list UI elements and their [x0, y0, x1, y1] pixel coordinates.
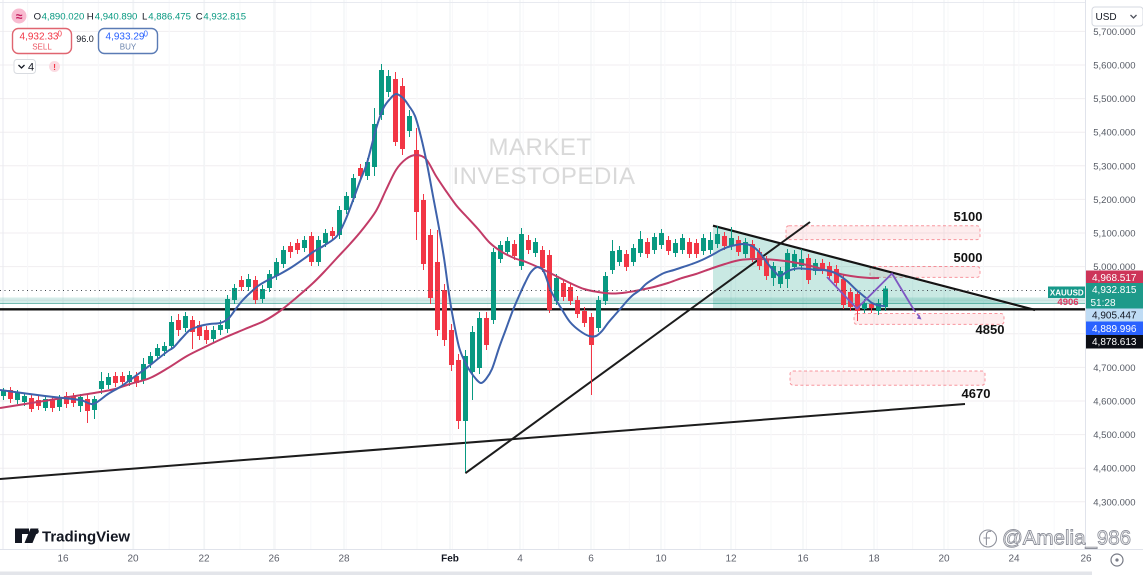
svg-text:16: 16 — [57, 554, 69, 565]
svg-text:18: 18 — [868, 554, 880, 565]
svg-text:5,500.000: 5,500.000 — [1093, 94, 1135, 105]
svg-text:5,300.000: 5,300.000 — [1093, 161, 1135, 172]
svg-text:0: 0 — [58, 30, 63, 39]
svg-text:4906: 4906 — [1057, 297, 1078, 308]
svg-text:28: 28 — [338, 554, 350, 565]
svg-text:12: 12 — [725, 554, 737, 565]
svg-text:4,940.890: 4,940.890 — [95, 11, 138, 22]
svg-text:26: 26 — [1080, 554, 1092, 565]
svg-text:@Amelia_986: @Amelia_986 — [1002, 527, 1131, 550]
svg-text:6: 6 — [588, 554, 594, 565]
svg-text:4,500.000: 4,500.000 — [1093, 430, 1135, 441]
svg-text:BUY: BUY — [120, 43, 137, 52]
svg-text:0: 0 — [144, 30, 149, 39]
svg-text:INVESTOPEDIA: INVESTOPEDIA — [453, 163, 636, 190]
svg-text:4670: 4670 — [962, 386, 991, 401]
svg-text:22: 22 — [198, 554, 210, 565]
svg-text:24: 24 — [1008, 554, 1020, 565]
svg-text:5,200.000: 5,200.000 — [1093, 195, 1135, 206]
svg-text:10: 10 — [655, 554, 667, 565]
svg-text:4,968.517: 4,968.517 — [1092, 273, 1137, 284]
svg-text:4,878.613: 4,878.613 — [1092, 337, 1137, 348]
svg-text:SELL: SELL — [32, 43, 52, 52]
svg-text:5,400.000: 5,400.000 — [1093, 128, 1135, 139]
svg-text:4: 4 — [517, 554, 523, 565]
svg-text:4,700.000: 4,700.000 — [1093, 363, 1135, 374]
svg-text:4,932.815: 4,932.815 — [1092, 285, 1137, 296]
svg-text:16: 16 — [797, 554, 809, 565]
svg-text:4,886.475: 4,886.475 — [148, 11, 191, 22]
svg-text:4,890.020: 4,890.020 — [42, 11, 85, 22]
svg-text:Feb: Feb — [441, 554, 459, 565]
svg-text:≈: ≈ — [16, 10, 23, 24]
svg-text:O: O — [34, 11, 41, 22]
svg-text:20: 20 — [127, 554, 139, 565]
svg-text:4,932.33: 4,932.33 — [20, 32, 59, 43]
svg-text:!: ! — [53, 62, 56, 72]
svg-text:4,300.000: 4,300.000 — [1093, 497, 1135, 508]
svg-text:4,889.996: 4,889.996 — [1092, 324, 1137, 335]
svg-text:TradingView: TradingView — [42, 529, 130, 546]
svg-text:5,700.000: 5,700.000 — [1093, 27, 1135, 38]
svg-text:XAUUSD: XAUUSD — [1050, 288, 1084, 297]
svg-text:26: 26 — [268, 554, 280, 565]
svg-text:4,933.29: 4,933.29 — [106, 32, 145, 43]
svg-text:5,000.000: 5,000.000 — [1093, 262, 1135, 273]
svg-text:4,905.447: 4,905.447 — [1092, 311, 1137, 322]
svg-text:5,100.000: 5,100.000 — [1093, 229, 1135, 240]
svg-text:20: 20 — [938, 554, 950, 565]
svg-text:51:28: 51:28 — [1091, 298, 1116, 309]
svg-text:H: H — [87, 11, 94, 22]
svg-text:4,932.815: 4,932.815 — [203, 11, 246, 22]
svg-text:4,400.000: 4,400.000 — [1093, 464, 1135, 475]
svg-text:5100: 5100 — [954, 209, 983, 224]
svg-text:4,600.000: 4,600.000 — [1093, 397, 1135, 408]
svg-text:C: C — [196, 11, 203, 22]
svg-text:4: 4 — [28, 62, 34, 74]
svg-text:USD: USD — [1096, 12, 1117, 23]
svg-text:MARKET: MARKET — [488, 134, 591, 161]
svg-text:5,600.000: 5,600.000 — [1093, 61, 1135, 72]
svg-text:L: L — [142, 11, 148, 22]
svg-text:5000: 5000 — [954, 250, 983, 265]
svg-text:96.0: 96.0 — [76, 34, 94, 44]
svg-text:4850: 4850 — [976, 322, 1005, 337]
